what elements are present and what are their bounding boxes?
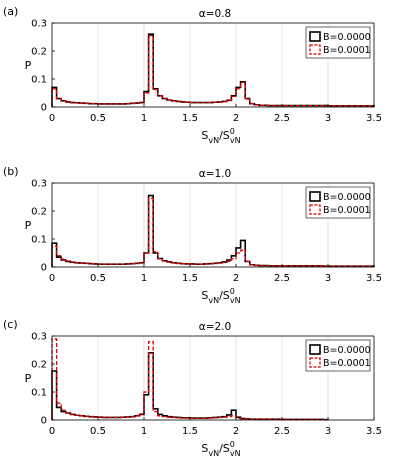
x-tick-label: 3 [325,113,331,124]
x-tick-label: 3.5 [366,273,382,284]
x-tick-label: 3.5 [366,426,382,437]
x-tick-label: 1.5 [182,426,198,437]
axes-frame [51,335,375,421]
legend-swatch [309,191,321,202]
y-tick-label: 0.3 [31,179,47,190]
panel-title: α=2.0 [199,321,231,333]
x-axis-label: SvN/S0 vN [201,127,240,145]
x-tick-label: 0 [49,426,55,437]
panel-label: (a) [3,5,18,18]
legend-entry: B=0.0001 [323,45,371,56]
y-tick-label: 0.1 [31,235,47,246]
y-tick-label: 0.2 [31,47,47,58]
x-tick-label: 0 [49,113,55,124]
legend-swatch [309,344,321,355]
y-axis-label: P [25,59,32,72]
legend-swatch [309,44,321,55]
y-tick-label: 0.2 [31,207,47,218]
legend: B=0.0000 B=0.0001 [305,339,371,372]
legend-swatch [309,31,321,42]
panel-3: 0 0.5 1 1.5 2 2.5 3 3.5 0 0.1 0.2 0.3 (c) α=2.0 P SvN/S… [3,318,382,458]
x-tick-label: 0.5 [90,273,106,284]
x-tick-label: 1.5 [182,273,198,284]
panel-title: α=1.0 [199,168,231,180]
legend-entry: B=0.0000 [323,192,371,203]
x-axis-label: SvN/S0 vN [201,287,240,305]
legend-entry: B=0.0001 [323,358,371,369]
x-tick-label: 3 [325,273,331,284]
x-tick-label: 0.5 [90,113,106,124]
y-axis-label: P [25,219,32,232]
panel-label: (c) [3,318,18,331]
axes-frame [51,182,375,268]
axes-frame [51,22,375,108]
y-tick-label: 0 [41,263,47,274]
legend-swatch [309,204,321,215]
histogram-series-2 [51,197,375,267]
x-tick-label: 1 [141,113,147,124]
histogram-series-2 [51,34,375,107]
legend-entry: B=0.0000 [323,345,371,356]
y-tick-label: 0 [41,416,47,427]
y-tick-label: 0.3 [31,19,47,30]
x-tick-label: 2.5 [274,273,290,284]
legend-entry: B=0.0000 [323,32,371,43]
x-axis-label: SvN/S0 vN [201,440,240,458]
x-tick-label: 2 [233,113,239,124]
y-axis-label: P [25,372,32,385]
x-tick-label: 2 [233,273,239,284]
panel-1: 0 0.5 1 1.5 2 2.5 3 3.5 0 0.1 0.2 0.3 (a) α=0.8 P SvN/S… [3,5,382,145]
y-tick-label: 0.3 [31,332,47,343]
x-tick-label: 3.5 [366,113,382,124]
x-tick-label: 2 [233,426,239,437]
legend-swatch [309,357,321,368]
legend: B=0.0000 B=0.0001 [305,26,371,59]
x-tick-label: 1 [141,426,147,437]
y-tick-label: 0.1 [31,388,47,399]
x-tick-label: 2.5 [274,113,290,124]
x-tick-label: 1 [141,273,147,284]
x-tick-label: 0 [49,273,55,284]
y-tick-label: 0.2 [31,360,47,371]
x-tick-label: 3 [325,426,331,437]
x-tick-label: 1.5 [182,113,198,124]
y-tick-label: 0.1 [31,75,47,86]
x-tick-label: 0.5 [90,426,106,437]
legend-entry: B=0.0001 [323,205,371,216]
panel-title: α=0.8 [199,8,231,20]
y-tick-label: 0 [41,103,47,114]
x-tick-label: 2.5 [274,426,290,437]
panel-label: (b) [3,165,19,178]
histogram-series-2 [51,338,329,421]
panel-2: 0 0.5 1 1.5 2 2.5 3 3.5 0 0.1 0.2 0.3 (b) α=1.0 P SvN/S… [3,165,382,305]
legend: B=0.0000 B=0.0001 [305,186,371,219]
